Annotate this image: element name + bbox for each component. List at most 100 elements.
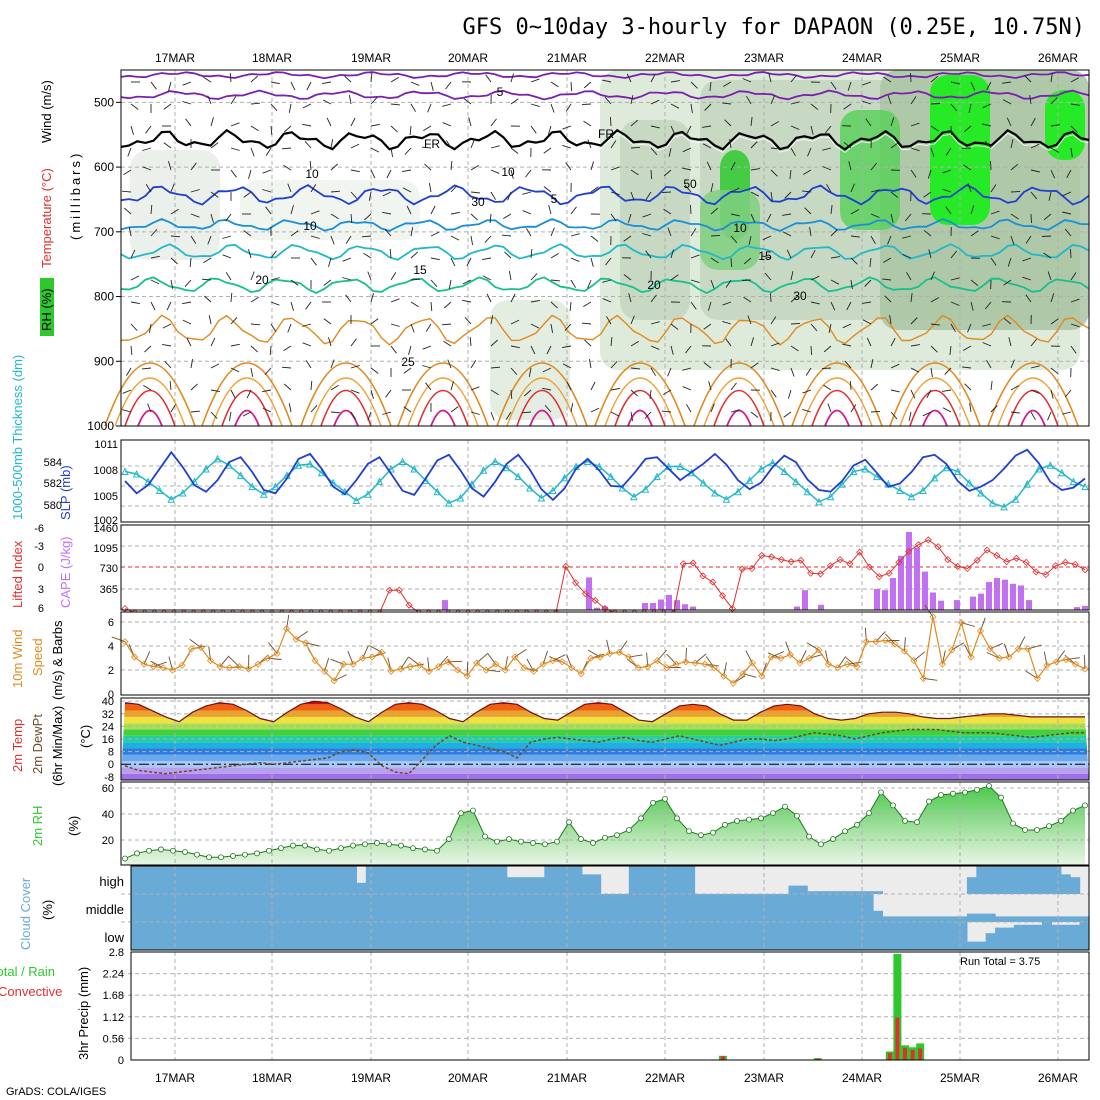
wind-barb	[344, 75, 352, 83]
contour-label: 15	[413, 263, 427, 277]
cape-bar	[442, 600, 448, 610]
wind-barb	[385, 389, 392, 398]
wind10m-marker	[359, 654, 367, 662]
wind10m-marker	[178, 661, 186, 669]
pressure-tick-label: 900	[94, 354, 114, 368]
wind-barb	[850, 183, 855, 193]
wind-barb	[649, 389, 652, 400]
rh2m-marker	[986, 782, 992, 789]
rh2m-marker	[1082, 802, 1088, 809]
wind-barb	[521, 411, 532, 414]
wind-barb	[709, 81, 712, 91]
bottom-date-axis: 17MAR 18MAR 19MAR 20MAR 21MAR 22MAR 23MAR 24MAR…	[155, 1071, 1078, 1085]
wind10m-marker	[986, 645, 994, 653]
wind-barb	[685, 345, 692, 354]
wind-barb	[190, 383, 198, 391]
cape-bar	[802, 590, 808, 610]
cloud-bar-low	[459, 922, 470, 950]
wind-barb	[403, 367, 412, 374]
cloud-bar-middle	[384, 894, 395, 922]
wind-barb	[942, 407, 952, 413]
cloud-bar-low	[901, 922, 912, 950]
cloud-bar-high	[525, 877, 536, 894]
wind-barb	[310, 404, 318, 413]
lifted-index-marker	[895, 558, 903, 566]
thickness-marker	[1046, 461, 1055, 469]
lifted-index-marker	[856, 548, 864, 556]
cloud-bar-middle	[394, 894, 404, 922]
precip-tick-label: 1.68	[103, 990, 124, 1002]
wind-barb	[1041, 235, 1052, 237]
thickness-marker	[202, 464, 210, 473]
cloud-bar-middle	[168, 894, 179, 922]
wind-barb	[967, 323, 972, 333]
wind10m-marker	[435, 662, 443, 671]
cloud-bar-low	[149, 922, 160, 950]
wind-barb	[448, 279, 452, 289]
cloud-bar-high	[544, 866, 555, 894]
wind-barb	[963, 125, 972, 133]
wind-barb	[265, 206, 272, 215]
wind-barb	[490, 315, 494, 325]
wind-barb	[430, 301, 433, 312]
wind-barb	[770, 316, 777, 325]
wind-barb	[630, 411, 634, 421]
cloud-bar-low	[328, 922, 339, 950]
wind-barb	[849, 380, 852, 391]
precip-tick-label: 0	[118, 1055, 124, 1067]
temp-band	[121, 754, 1089, 762]
cloud-bar-middle	[882, 916, 893, 922]
thickness-marker	[491, 457, 499, 465]
cloud-bar-middle	[647, 894, 658, 922]
wind-barb	[350, 191, 358, 200]
wind-barb	[1050, 147, 1060, 153]
rh2m-marker	[218, 854, 224, 861]
wind-barb	[802, 389, 812, 394]
lifted-index-marker	[738, 565, 746, 573]
wind-barb	[630, 367, 641, 370]
wind-barb	[330, 163, 339, 171]
wind10m-marker	[454, 666, 462, 674]
wind-barb	[1043, 213, 1052, 221]
thickness-tick-label: 580	[44, 500, 62, 512]
wind-barb	[950, 103, 958, 112]
thickness-marker	[167, 495, 176, 503]
wind-barb	[410, 323, 415, 333]
lifted-index-marker	[405, 601, 413, 609]
wind-barb	[384, 228, 392, 237]
wind-barb	[750, 141, 758, 149]
wind10m-marker	[653, 657, 661, 665]
cape-bar	[794, 606, 800, 610]
wind-barb	[446, 140, 452, 149]
cloud-bar-high	[638, 866, 649, 894]
cloud-bar-middle	[487, 894, 498, 922]
thickness-marker	[259, 490, 268, 498]
wind-barb	[930, 345, 938, 353]
isotherm-35-arch	[221, 389, 273, 427]
cloud-bar-middle	[1051, 916, 1062, 922]
isotherm-30-arch	[703, 377, 775, 427]
isotherm-30-arch	[114, 377, 186, 427]
cape-bar	[1026, 600, 1032, 610]
wind-barb	[550, 253, 559, 259]
cape-bar	[882, 590, 888, 610]
rh2m-marker	[458, 810, 464, 817]
wind-barb	[390, 272, 397, 281]
isotherm-40-arch	[726, 409, 752, 427]
thickness-marker	[722, 495, 731, 503]
cloud-bar-middle	[732, 894, 743, 922]
temp-band	[121, 761, 1089, 768]
wind-barb	[270, 250, 277, 259]
contour-label: 10	[303, 219, 317, 233]
wind-barb	[270, 103, 278, 112]
wind-barb	[130, 301, 140, 305]
wind10m-marker	[853, 662, 861, 671]
thickness-marker	[792, 477, 800, 486]
wind-barb	[602, 79, 612, 83]
wind-barb	[230, 169, 237, 178]
wind-barb	[883, 76, 892, 83]
wind-barb	[348, 95, 352, 105]
wind-barb	[1070, 298, 1080, 303]
wind10m-marker	[587, 654, 595, 662]
wind-barb	[490, 169, 500, 174]
